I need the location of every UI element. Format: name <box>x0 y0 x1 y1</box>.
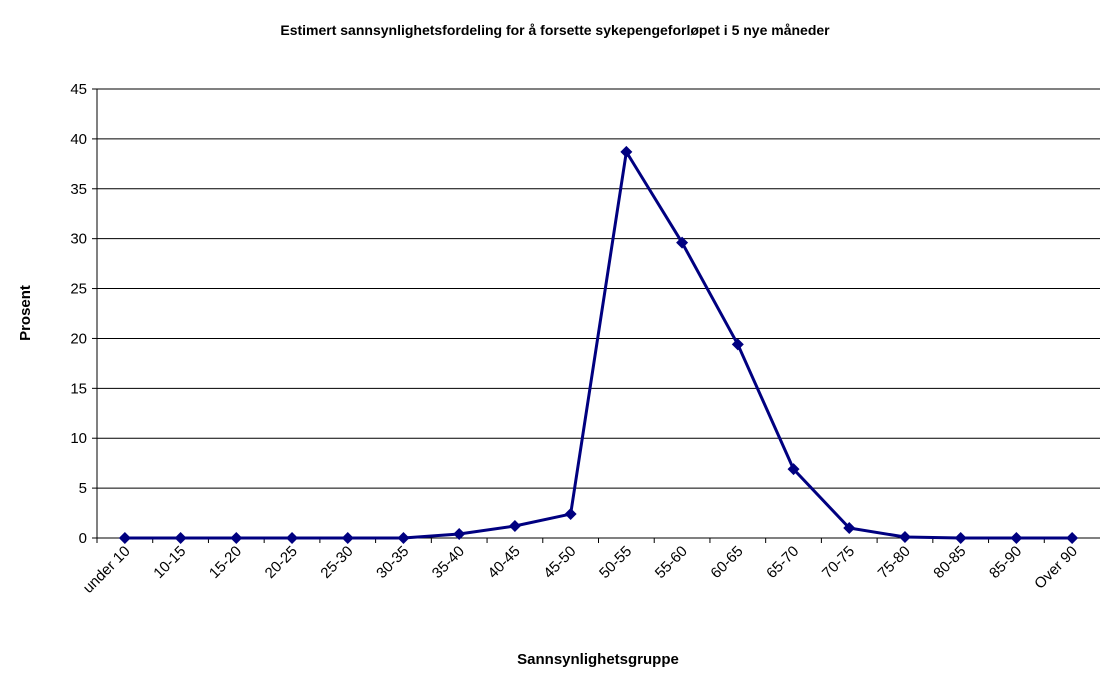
x-tick-label: 30-35 <box>373 543 412 582</box>
marker <box>787 463 800 476</box>
x-tick-label: under 10 <box>80 543 134 597</box>
x-tick-label: 25-30 <box>317 543 356 582</box>
y-tick-label: 25 <box>70 281 87 298</box>
y-tick-label: 10 <box>70 430 87 447</box>
marker <box>954 532 967 544</box>
marker <box>731 338 744 351</box>
marker <box>564 508 577 521</box>
x-tick-label: 50-55 <box>596 543 635 582</box>
x-tick-label: 85-90 <box>986 543 1025 582</box>
y-tick-label: 45 <box>70 81 87 98</box>
marker <box>898 531 911 544</box>
x-tick-label: 70-75 <box>819 543 858 582</box>
marker <box>1010 532 1023 544</box>
y-tick-label: 40 <box>70 131 87 148</box>
marker <box>1066 532 1079 544</box>
marker <box>286 532 299 544</box>
x-tick-label: 60-65 <box>707 543 746 582</box>
x-tick-label: 40-45 <box>485 543 524 582</box>
x-tick-label: Over 90 <box>1031 543 1081 593</box>
x-tick-label: 20-25 <box>262 543 301 582</box>
x-tick-label: 45-50 <box>540 543 579 582</box>
x-tick-label: 10-15 <box>150 543 189 582</box>
marker <box>230 532 243 544</box>
y-tick-label: 30 <box>70 231 87 248</box>
x-tick-label: 65-70 <box>763 543 802 582</box>
marker <box>118 532 131 544</box>
y-tick-label: 5 <box>79 480 87 497</box>
y-tick-label: 20 <box>70 330 87 347</box>
marker <box>620 145 633 158</box>
y-tick-label: 35 <box>70 181 87 198</box>
x-tick-label: 80-85 <box>930 543 969 582</box>
y-tick-label: 15 <box>70 380 87 397</box>
x-tick-label: 15-20 <box>206 543 245 582</box>
x-axis-title: Sannsynlighetsgruppe <box>517 651 679 668</box>
marker <box>397 532 410 544</box>
y-tick-label: 0 <box>79 530 87 547</box>
marker <box>174 532 187 544</box>
marker <box>508 520 521 533</box>
chart-title: Estimert sannsynlighetsfordeling for å f… <box>280 22 830 38</box>
marker <box>341 532 354 544</box>
y-axis-title: Prosent <box>17 285 34 341</box>
marker <box>843 522 856 535</box>
line <box>124 147 1073 540</box>
marker <box>676 236 689 249</box>
marker <box>453 528 466 541</box>
x-tick-label: 55-60 <box>652 543 691 582</box>
x-tick-label: 35-40 <box>429 543 468 582</box>
x-tick-label: 75-80 <box>875 543 914 582</box>
